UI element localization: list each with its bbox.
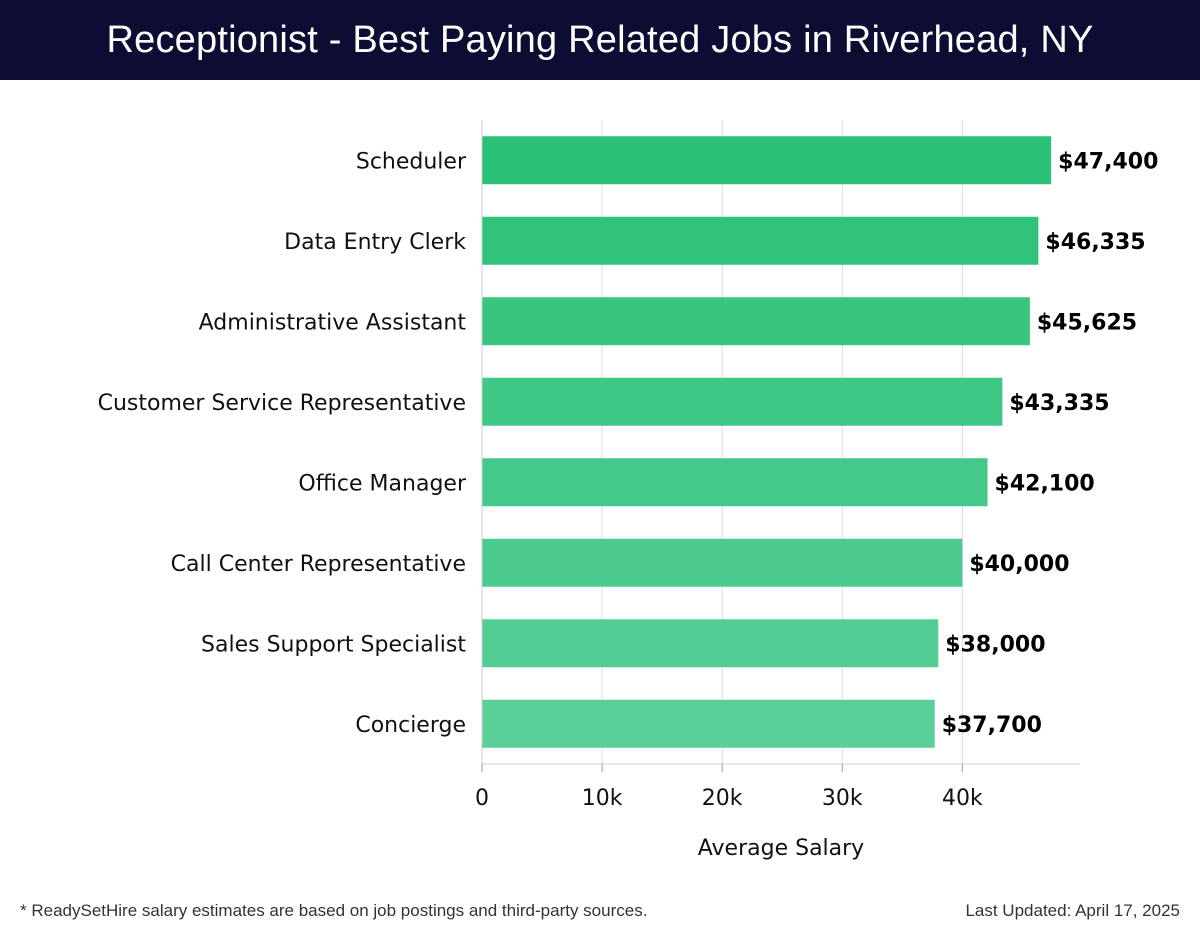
chart-header: Receptionist - Best Paying Related Jobs … bbox=[0, 0, 1200, 80]
value-label: $42,100 bbox=[995, 471, 1095, 496]
footer-note: * ReadySetHire salary estimates are base… bbox=[20, 901, 648, 920]
category-label: Call Center Representative bbox=[171, 552, 466, 577]
category-label: Concierge bbox=[355, 713, 466, 738]
bar-3 bbox=[482, 297, 1030, 346]
bar-1 bbox=[482, 136, 1052, 185]
category-label: Administrative Assistant bbox=[199, 310, 467, 335]
bar-6 bbox=[482, 538, 963, 587]
category-label: Customer Service Representative bbox=[98, 391, 466, 416]
bars bbox=[482, 136, 1052, 748]
x-axis: 0 10k 20k 30k 40k bbox=[475, 120, 1080, 811]
x-tick-label: 20k bbox=[702, 786, 743, 811]
x-axis-title: Average Salary bbox=[698, 836, 864, 861]
category-label: Data Entry Clerk bbox=[284, 230, 466, 255]
value-label: $40,000 bbox=[969, 552, 1069, 577]
category-label: Scheduler bbox=[356, 149, 467, 174]
chart-title: Receptionist - Best Paying Related Jobs … bbox=[106, 18, 1094, 61]
value-label: $45,625 bbox=[1037, 310, 1137, 335]
value-label: $47,400 bbox=[1058, 149, 1158, 174]
value-labels: $47,400 $46,335 $45,625 $43,335 $42,100 $40,0… bbox=[942, 149, 1159, 738]
value-label: $37,700 bbox=[942, 713, 1042, 738]
category-label: Sales Support Specialist bbox=[201, 632, 466, 657]
value-label: $46,335 bbox=[1045, 230, 1145, 255]
bar-4 bbox=[482, 377, 1003, 426]
category-labels: Scheduler Data Entry Clerk Administrative … bbox=[98, 149, 467, 738]
x-tick-label: 0 bbox=[475, 786, 489, 811]
bar-7 bbox=[482, 619, 939, 668]
value-label: $43,335 bbox=[1009, 391, 1109, 416]
footer-updated: Last Updated: April 17, 2025 bbox=[965, 901, 1180, 920]
bar-8 bbox=[482, 699, 935, 748]
grid-lines bbox=[481, 120, 963, 764]
salary-bar-chart: Scheduler Data Entry Clerk Administrative … bbox=[98, 120, 1159, 861]
bar-2 bbox=[482, 216, 1039, 265]
x-tick-label: 30k bbox=[822, 786, 863, 811]
x-tick-label: 10k bbox=[582, 786, 623, 811]
bar-5 bbox=[482, 458, 988, 507]
value-label: $38,000 bbox=[945, 632, 1045, 657]
x-tick-label: 40k bbox=[942, 786, 983, 811]
category-label: Office Manager bbox=[298, 471, 467, 496]
